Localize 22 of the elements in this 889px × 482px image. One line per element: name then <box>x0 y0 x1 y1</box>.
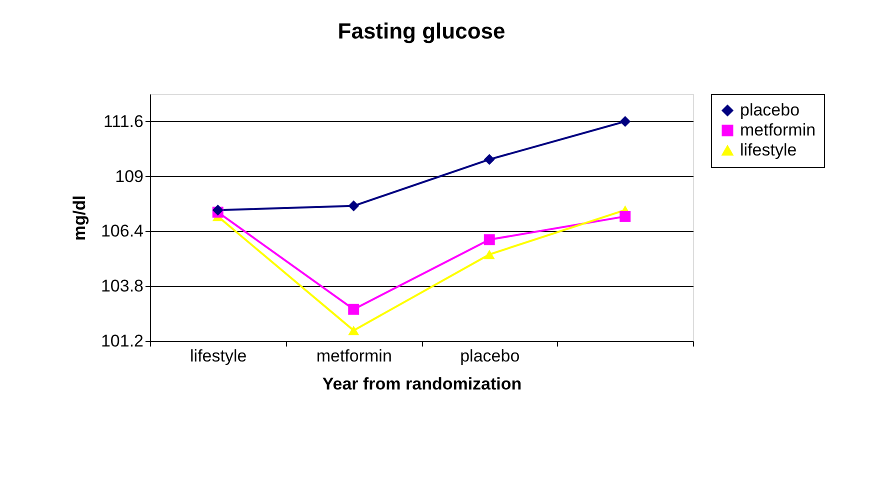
x-tick-label: lifestyle <box>190 346 247 366</box>
y-tick-label: 103.8 <box>100 276 144 296</box>
point <box>484 250 495 260</box>
x-axis-title: Year from randomization <box>322 374 522 394</box>
point <box>484 154 495 165</box>
point <box>348 326 360 336</box>
point <box>348 200 360 212</box>
y-axis-title: mg/dl <box>70 195 89 241</box>
y-tick-label: 109 <box>115 166 144 186</box>
y-tick-label: 111.6 <box>103 112 144 131</box>
x-tick-label: placebo <box>460 346 520 366</box>
chart-title: Fasting glucose <box>338 18 506 44</box>
x-tick-label: metformin <box>316 346 392 366</box>
y-tick-label: 101.2 <box>100 332 144 350</box>
legend-label: placebo <box>740 100 800 120</box>
point <box>348 304 360 315</box>
point <box>620 116 631 127</box>
y-tick-label: 106.4 <box>100 222 144 241</box>
legend-label: lifestyle <box>740 140 797 160</box>
legend-label: metformin <box>740 120 816 140</box>
point <box>484 234 495 246</box>
point <box>620 210 631 222</box>
